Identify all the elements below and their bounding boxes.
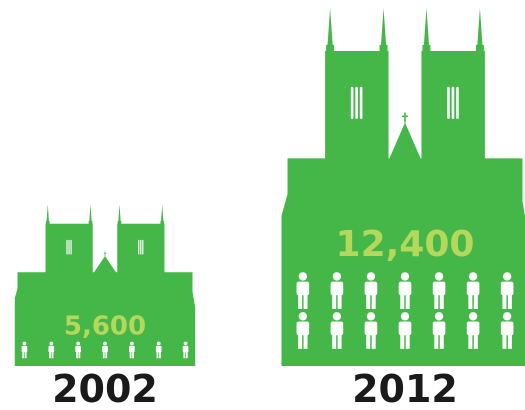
year-label-2002: 2002 <box>52 367 158 410</box>
person-icon <box>398 312 412 349</box>
person-icon <box>398 272 412 309</box>
person-icon <box>500 312 514 349</box>
person-icon <box>364 272 378 309</box>
person-icon <box>330 312 344 349</box>
person-icon <box>364 312 378 349</box>
person-icon <box>102 341 108 359</box>
person-icon <box>330 272 344 309</box>
year-label-2012: 2012 <box>352 367 458 410</box>
person-icon <box>432 312 446 349</box>
person-icon <box>466 272 480 309</box>
person-icon <box>75 341 81 359</box>
person-icon <box>48 341 55 359</box>
person-icon <box>296 272 310 309</box>
cathedral-icon <box>14 204 196 366</box>
person-icon <box>296 312 310 349</box>
person-icon <box>500 272 514 309</box>
person-icon <box>466 312 480 349</box>
person-icon <box>432 272 446 309</box>
cathedral-icon <box>281 8 525 366</box>
person-icon <box>129 341 135 359</box>
person-icon <box>182 341 189 359</box>
person-icon <box>21 341 28 359</box>
cathedral-bars <box>14 8 525 366</box>
value-label-2002: 5,600 <box>64 311 146 341</box>
person-icon <box>155 341 162 359</box>
value-label-2012: 12,400 <box>336 224 475 265</box>
